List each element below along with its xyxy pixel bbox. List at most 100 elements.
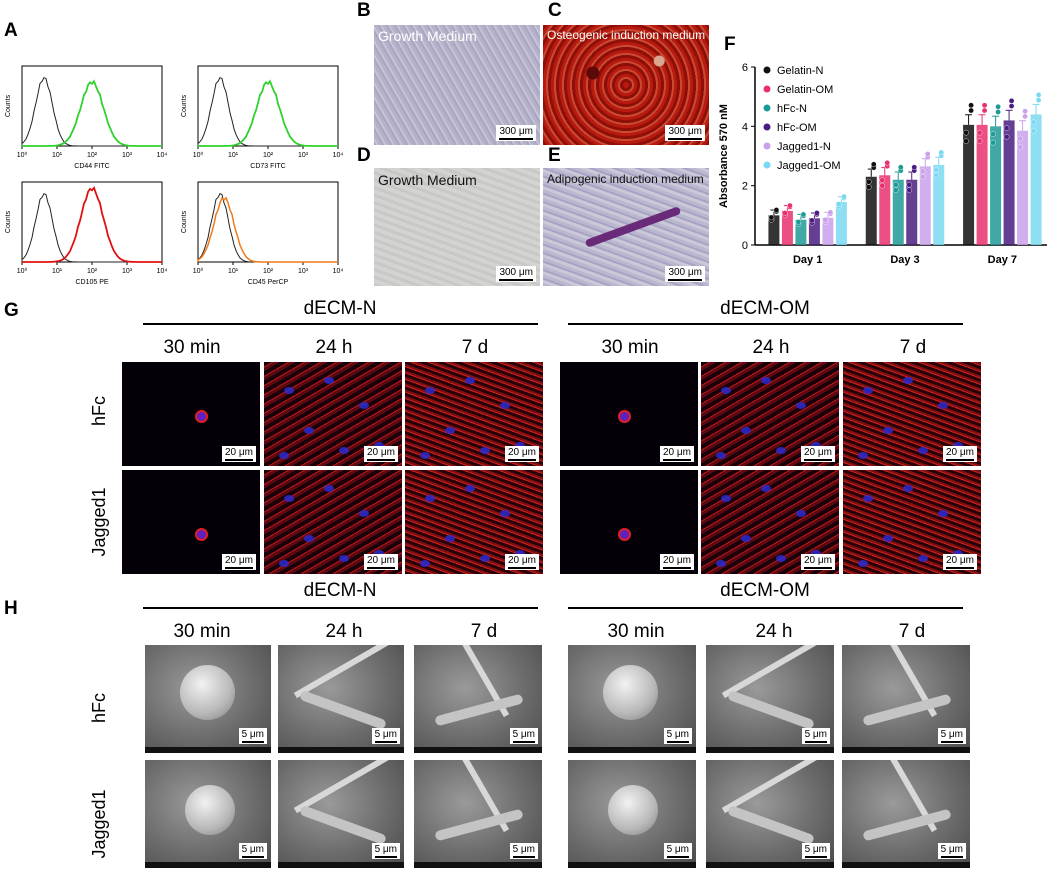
flow-xtick: 10⁴ [157, 152, 168, 159]
osteogenic-micrograph-c: Osteogenic induction medium 300 μm [543, 25, 709, 145]
y-tick-label: 6 [742, 62, 748, 74]
x-category-label: Day 1 [793, 254, 822, 266]
scale-bar: 20 μm [222, 554, 256, 570]
bar-Gelatin-N [963, 124, 975, 245]
data-point [800, 211, 807, 218]
panel-label-c: C [548, 0, 562, 21]
absorbance-bar-chart: 0 2 4 6 Absorbance 570 nM Day 1 Day 3 Day 7 Gela… [718, 62, 1047, 266]
y-tick-label: 0 [742, 240, 748, 252]
fluorescence-image: 20 μm [264, 362, 402, 466]
legend-marker [763, 123, 771, 131]
data-point [1003, 133, 1010, 140]
data-point [1022, 108, 1028, 115]
fluorescence-image: 20 μm [264, 470, 402, 574]
fluorescence-image: 20 μm [701, 470, 839, 574]
fluorescence-image: 20 μm [701, 362, 839, 466]
h-group-rule [143, 607, 538, 609]
bar-hFc-OM [1003, 120, 1015, 245]
data-point [981, 102, 988, 109]
h-time-24h: 24 h [325, 621, 363, 642]
bar-Jagged1-N [1017, 130, 1029, 245]
flow-xtick: 10² [87, 152, 98, 159]
flow-ylabel: Counts [5, 210, 12, 233]
scale-bar: 5 μm [937, 728, 966, 744]
legend-marker [763, 161, 771, 169]
data-point [924, 151, 931, 157]
scale-bar: 20 μm [660, 446, 694, 462]
data-point [963, 138, 969, 144]
data-point [879, 182, 886, 189]
legend-marker [763, 104, 771, 112]
data-point [897, 164, 904, 171]
scale-bar: 20 μm [943, 554, 977, 570]
data-point [1008, 103, 1015, 109]
data-point [1017, 135, 1023, 142]
fluorescence-image: 20 μm [560, 470, 698, 574]
sem-image: 5 μm [706, 645, 834, 753]
scale-bar: 20 μm [660, 554, 694, 570]
micrograph-label: Growth Medium [378, 172, 477, 188]
fluorescence-image: 20 μm [560, 362, 698, 466]
g-group-dECM-OM: dECM-OM [720, 298, 810, 319]
data-point [773, 207, 780, 213]
legend-label: Jagged1-OM [777, 160, 841, 172]
sem-image: 5 μm [278, 760, 404, 868]
data-point [906, 187, 913, 193]
flow-xtick: 10² [87, 268, 98, 275]
data-point [933, 167, 940, 173]
data-point [822, 217, 829, 223]
growth-medium-micrograph-b: Growth Medium 300 μm [374, 25, 540, 145]
panel-label-d: D [357, 145, 371, 166]
bar-Jagged1-N [822, 217, 834, 245]
g-time-24h: 24 h [752, 337, 790, 358]
bar-Jagged1-N [919, 166, 931, 245]
micrograph-label: Adipogenic induction medium [547, 172, 704, 186]
bar-Gelatin-OM [976, 124, 988, 245]
data-point [1030, 127, 1037, 134]
sem-image: 5 μm [706, 760, 834, 868]
fluorescence-image: 20 μm [122, 362, 260, 466]
h-group-dECM-N: dECM-N [303, 580, 377, 601]
data-point [884, 160, 891, 166]
flow-xtick: 10³ [298, 268, 309, 275]
data-point [1008, 98, 1015, 104]
flow-xtick: 10³ [122, 268, 133, 275]
data-point [879, 177, 886, 184]
data-point [827, 209, 834, 216]
scale-bar: 5 μm [238, 728, 267, 744]
scale-bar: 20 μm [505, 554, 539, 570]
micrograph-label: Growth Medium [378, 28, 477, 44]
scale-bar: 300 μm [496, 125, 536, 141]
flow-cytometry-panel: Counts 10⁰ 10¹ 10² 10³ 10⁴ CD44 FITC Counts 10⁰ 1… [5, 65, 343, 286]
flow-xtick: 10³ [298, 152, 309, 159]
fluorescence-image: 20 μm [405, 470, 543, 574]
flow-histogram: Counts 10⁰ 10¹ 10² 10³ 10⁴ CD45 PerCP [181, 181, 343, 286]
panel-label-f: F [724, 34, 736, 55]
data-point [911, 164, 918, 171]
data-point [906, 181, 913, 188]
data-point [981, 107, 988, 114]
sem-image: 5 μm [842, 760, 970, 868]
x-category-label: Day 3 [890, 254, 919, 266]
g-time-7d: 7 d [461, 337, 489, 358]
flow-marker-label: CD45 PerCP [248, 279, 289, 286]
marker-curve [198, 79, 338, 147]
data-point [809, 217, 815, 224]
g-time-30min: 30 min [163, 337, 221, 358]
growth-medium-micrograph-d: Growth Medium 300 μm [374, 168, 540, 286]
sem-image: 5 μm [842, 645, 970, 753]
g-row-hFc: hFc [89, 396, 109, 427]
sem-image: 5 μm [414, 760, 542, 868]
flow-xtick: 10² [263, 152, 274, 159]
data-point [995, 103, 1001, 110]
legend-label: Gelatin-OM [777, 84, 833, 96]
legend-label: Gelatin-N [777, 65, 824, 77]
isotype-curve [197, 77, 338, 147]
marker-curve [22, 79, 162, 147]
isotype-curve [21, 77, 162, 147]
legend-label: hFc-OM [777, 122, 817, 134]
data-point [768, 214, 775, 221]
scale-bar: 300 μm [665, 266, 705, 282]
data-point [990, 131, 996, 137]
flow-xtick: 10³ [122, 152, 133, 159]
